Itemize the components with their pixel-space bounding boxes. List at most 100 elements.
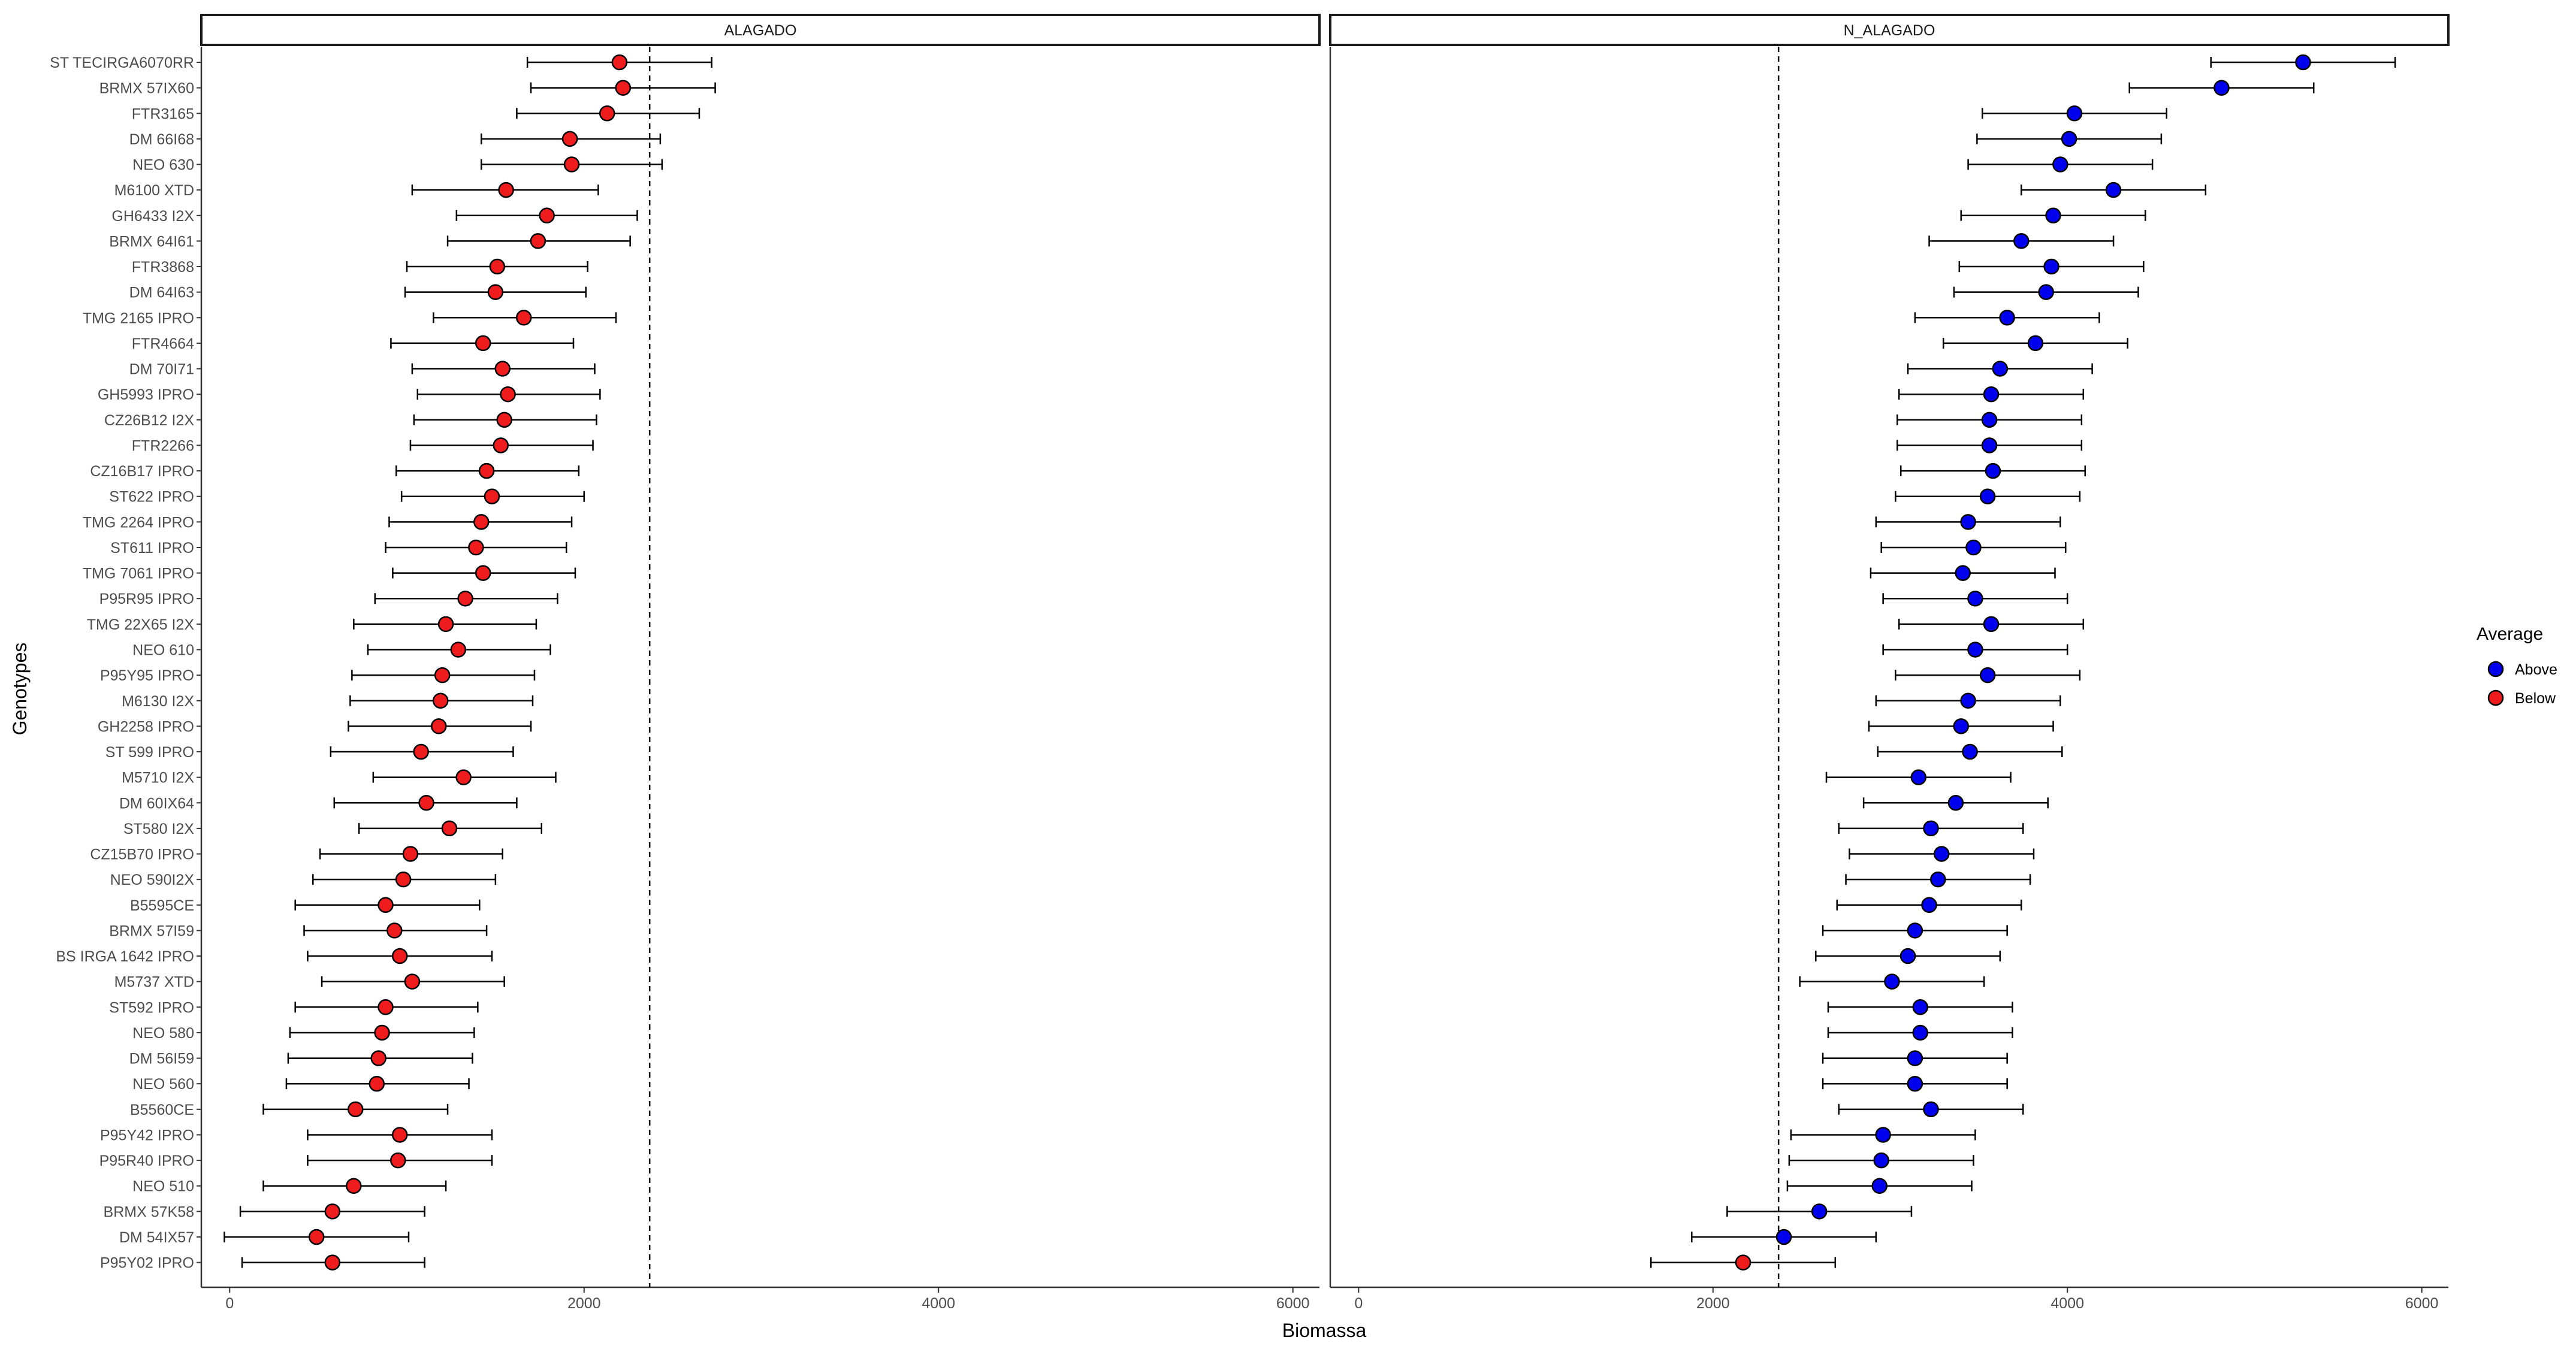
data-point [441, 820, 458, 837]
y-tick-label: BRMX 64I61 [109, 233, 194, 250]
data-point [437, 616, 454, 633]
data-point [2061, 131, 2077, 147]
data-point [1955, 565, 1971, 581]
data-point [413, 743, 429, 760]
y-tick-label: TMG 2165 IPRO [83, 310, 194, 326]
data-point [391, 948, 408, 964]
data-point [1930, 871, 1946, 888]
y-axis-title: Genotypes [9, 643, 31, 736]
legend-items: Above Below [2487, 661, 2557, 707]
data-point [432, 692, 449, 709]
data-point [484, 488, 500, 504]
data-point [402, 846, 419, 862]
data-point [2043, 258, 2059, 275]
data-point [2052, 156, 2068, 173]
data-point [1921, 897, 1937, 914]
y-tick-label: DM 54IX57 [119, 1229, 194, 1246]
data-point [348, 1101, 364, 1118]
y-tick-label: NEO 510 [132, 1178, 194, 1195]
data-point [434, 667, 451, 683]
x-tick-label: 6000 [1276, 1295, 1310, 1312]
data-point [1811, 1203, 1828, 1220]
legend-key [2487, 661, 2504, 677]
data-point [324, 1203, 341, 1220]
y-tick-label: BRMX 57K58 [104, 1203, 194, 1220]
data-point [1923, 1101, 1939, 1118]
facet-panels: ALAGADO 0 2000 4000 6000 N_ALAGADO 0 2000 4000 60… [200, 14, 2450, 1312]
data-point [308, 1229, 325, 1245]
data-point [1960, 692, 1976, 709]
y-tick-label: BRMX 57I59 [109, 922, 194, 939]
data-point [1981, 437, 1998, 453]
data-point [475, 335, 491, 352]
data-point [1884, 973, 1900, 990]
y-tick-label: NEO 560 [132, 1076, 194, 1093]
data-point [1983, 616, 2000, 633]
data-point [1875, 1127, 1891, 1143]
data-point [391, 1127, 408, 1143]
legend-label: Above [2515, 661, 2557, 678]
facet-strip-label: ALAGADO [724, 22, 797, 39]
y-tick-label: DM 64I63 [129, 285, 194, 301]
y-tick-label: FTR3165 [132, 105, 194, 122]
y-tick-label: B5560CE [130, 1102, 194, 1118]
data-point [1923, 820, 1939, 837]
data-point [374, 1024, 390, 1041]
data-point [530, 233, 546, 249]
x-tick-label: 4000 [2050, 1295, 2084, 1312]
y-tick-label: P95R95 IPRO [99, 591, 194, 607]
y-tick-label: B5595CE [130, 897, 194, 914]
data-point [2045, 207, 2061, 224]
y-tick-label: TMG 7061 IPRO [83, 565, 194, 582]
y-tick-label: ST611 IPRO [110, 540, 194, 556]
x-tick-label: 2000 [567, 1295, 601, 1312]
facet-strip [1329, 14, 2450, 46]
data-point [395, 871, 412, 888]
y-tick-label: GH2258 IPRO [98, 718, 194, 735]
legend-title: Average [2477, 624, 2543, 644]
data-point [1962, 743, 1978, 760]
data-point [431, 718, 447, 734]
data-point [468, 539, 484, 556]
data-point [418, 795, 434, 811]
data-point [1999, 310, 2015, 326]
y-tick-label: CZ16B17 IPRO [90, 463, 194, 480]
data-point [1979, 488, 1996, 504]
data-point [2066, 105, 2083, 122]
data-point [2105, 182, 2122, 198]
facet-strip-label: N_ALAGADO [1844, 22, 1935, 39]
legend: Average Above Below [2477, 624, 2557, 707]
data-point [494, 361, 511, 377]
panel-n-alagado: N_ALAGADO 0 2000 4000 6000 [1329, 14, 2450, 1312]
data-point [457, 590, 473, 607]
data-point [450, 642, 467, 658]
y-tick-label: M5710 I2X [122, 770, 194, 787]
data-point [2213, 80, 2230, 96]
data-point [489, 258, 506, 275]
y-tick-label: DM 60IX64 [119, 795, 194, 812]
data-point [390, 1152, 406, 1169]
facet-strip [200, 14, 1321, 46]
data-point [515, 310, 532, 326]
y-tick-label: CZ15B70 IPRO [90, 846, 194, 863]
data-point [1953, 718, 1970, 734]
data-point [1775, 1229, 1792, 1245]
y-tick-label: DM 70I71 [129, 361, 194, 378]
y-tick-label: ST 599 IPRO [105, 744, 194, 761]
data-point [1912, 999, 1929, 1015]
data-point [1967, 590, 1983, 607]
y-tick-label: M5737 XTD [114, 974, 194, 991]
data-point [1983, 386, 2000, 403]
data-point [1871, 1178, 1888, 1194]
data-point [1985, 462, 2001, 479]
data-point [1947, 795, 1964, 811]
data-point [1873, 1152, 1889, 1169]
data-point [370, 1050, 386, 1066]
data-point [498, 182, 514, 198]
data-point [404, 973, 421, 990]
data-point [1735, 1254, 1751, 1271]
data-point [346, 1178, 362, 1194]
data-point [615, 80, 632, 96]
data-point [487, 284, 504, 300]
